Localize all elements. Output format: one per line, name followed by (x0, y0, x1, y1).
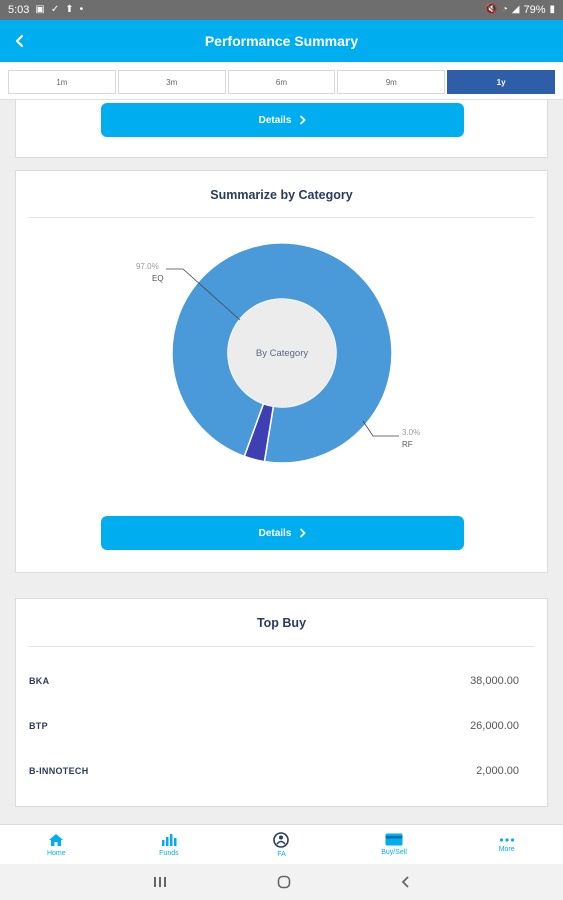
rf-category-label: RF (402, 440, 413, 449)
app-bar: Performance Summary (0, 20, 563, 62)
fa-icon (273, 831, 290, 848)
eq-category-label: EQ (152, 274, 164, 283)
bar-chart-icon (161, 833, 177, 846)
page-title: Performance Summary (204, 33, 359, 49)
nav-label: Buy/Sell (381, 849, 407, 856)
list-item[interactable]: B-INNOTECH 2,000.00 (29, 761, 519, 781)
content-scroll[interactable]: Details Summarize by Category By Categor… (0, 100, 563, 824)
nav-fa[interactable]: FA (225, 825, 338, 864)
bottom-nav: Home Funds FA Buy/Sell More (0, 824, 563, 864)
tab-6m[interactable]: 6m (227, 70, 336, 94)
summary-details-button[interactable]: Details (101, 103, 464, 137)
stock-value: 2,000.00 (476, 765, 519, 777)
home-button-icon[interactable] (277, 875, 291, 889)
recent-apps-icon[interactable] (153, 876, 167, 888)
mute-icon: 🔇 (485, 4, 498, 15)
category-card: Summarize by Category By Category 97.0% … (15, 170, 548, 573)
nav-funds[interactable]: Funds (113, 825, 226, 864)
nav-label: Home (46, 849, 66, 857)
back-button[interactable] (4, 24, 36, 58)
stock-code: BTP (29, 721, 48, 731)
divider (29, 217, 534, 218)
card-icon (385, 833, 403, 846)
stock-code: BKA (29, 676, 50, 686)
status-time: 5:03 (8, 4, 30, 16)
stock-code: B-INNOTECH (29, 766, 89, 776)
list-item[interactable]: BKA 38,000.00 (29, 671, 519, 691)
list-item[interactable]: BTP 26,000.00 (29, 716, 519, 736)
check-icon: ✓ (50, 4, 60, 15)
top-buy-card: Top Buy BKA 38,000.00 BTP 26,000.00 B-IN… (15, 598, 548, 807)
nav-buy-sell[interactable]: Buy/Sell (338, 825, 451, 864)
top-buy-title: Top Buy (256, 616, 307, 630)
dot-icon: • (79, 4, 84, 15)
category-details-button[interactable]: Details (101, 516, 464, 550)
rf-percent-label: 3.0% (402, 428, 420, 437)
eq-percent-label: 97.0% (136, 262, 159, 271)
nav-label: Funds (159, 849, 179, 857)
category-donut-chart: By Category 97.0% EQ 3.0% RF (16, 231, 549, 491)
stock-value: 38,000.00 (470, 675, 519, 687)
wifi-icon: ◔ (501, 4, 508, 15)
nav-label: More (498, 845, 515, 853)
rf-leader-line (362, 420, 399, 437)
tab-9m[interactable]: 9m (337, 70, 446, 94)
nav-label: FA (277, 850, 286, 858)
tab-1y[interactable]: 1y (447, 70, 555, 94)
system-nav-bar (0, 864, 563, 900)
battery-percent: 79% (523, 4, 546, 16)
stock-value: 26,000.00 (470, 720, 519, 732)
more-icon (499, 837, 514, 842)
divider (29, 646, 534, 647)
status-bar: 5:03 ▣ ✓ ⬆ • 🔇 ◔ ◢ 79% ▮ (0, 0, 563, 20)
nav-more[interactable]: More (450, 825, 563, 864)
battery-icon: ▮ (549, 4, 555, 15)
category-card-title: Summarize by Category (210, 188, 353, 202)
eq-leader-line (166, 268, 241, 321)
donut-center (228, 299, 336, 407)
tab-1m[interactable]: 1m (8, 70, 116, 94)
chevron-right-icon (300, 115, 307, 125)
nav-home[interactable]: Home (0, 825, 113, 864)
home-icon (49, 833, 64, 846)
gallery-icon: ▣ (35, 4, 45, 15)
upload-icon: ⬆ (65, 4, 74, 15)
tab-3m[interactable]: 3m (117, 70, 226, 94)
signal-icon: ◢ (511, 4, 520, 15)
summary-card: Details (15, 100, 548, 158)
details-label: Details (258, 527, 292, 539)
back-arrow-icon (15, 34, 24, 48)
details-label: Details (258, 114, 292, 126)
donut-center-label: By Category (256, 348, 309, 359)
period-tabs: 1m 3m 6m 9m 1y (0, 62, 563, 100)
chevron-right-icon (300, 528, 307, 538)
system-back-icon[interactable] (401, 875, 411, 889)
